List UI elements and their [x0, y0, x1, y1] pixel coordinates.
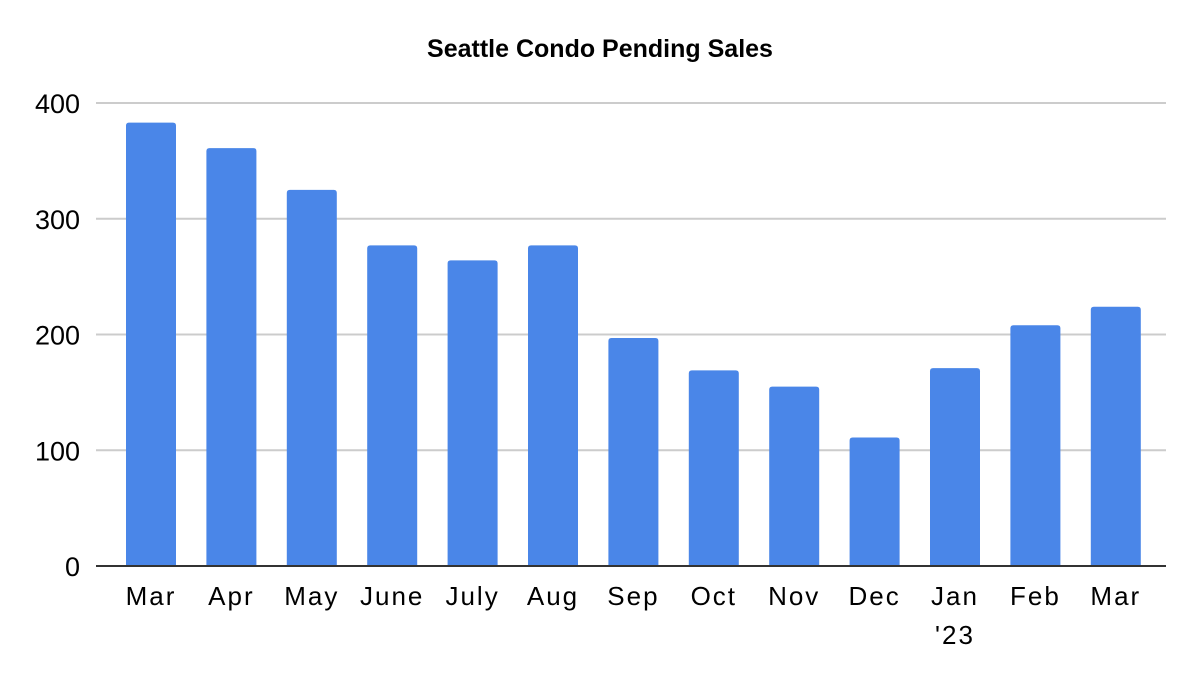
y-tick-label: 200 — [35, 321, 80, 351]
y-axis-ticks: 0 100 200 300 400 — [35, 89, 80, 582]
bar — [608, 337, 659, 566]
x-tick-label: July — [445, 581, 499, 611]
y-tick-label: 300 — [35, 205, 80, 235]
bar — [286, 189, 337, 566]
x-tick-label: May — [284, 581, 339, 611]
y-tick-label: 0 — [65, 552, 80, 582]
bar — [1090, 306, 1141, 566]
y-tick-label: 100 — [35, 436, 80, 466]
bar — [769, 386, 820, 566]
x-tick-label: Oct — [691, 581, 737, 611]
bar — [367, 245, 418, 566]
x-axis-labels: Mar Apr May June July Aug Sep Oct Nov Dec Jan '23 Fe… — [126, 581, 1141, 650]
x-tick-label: Sep — [607, 581, 659, 611]
x-tick-label: Dec — [848, 581, 900, 611]
bar — [528, 245, 578, 566]
bar — [1010, 325, 1061, 566]
x-tick-label: Nov — [768, 581, 820, 611]
x-tick-label: Mar — [126, 581, 177, 611]
x-tick-label: Feb — [1010, 581, 1061, 611]
x-tick-label: Apr — [208, 581, 254, 611]
x-tick-label: June — [360, 581, 424, 611]
bar — [849, 437, 900, 566]
x-tick-label: Jan '23 — [931, 581, 979, 650]
bar — [447, 260, 498, 566]
y-tick-label: 400 — [35, 89, 80, 119]
x-tick-label: Mar — [1090, 581, 1141, 611]
bar — [126, 122, 176, 567]
bars — [126, 122, 1141, 567]
bar — [688, 370, 739, 566]
x-tick-label: Aug — [527, 581, 579, 611]
bar — [206, 148, 257, 566]
bar — [930, 368, 980, 566]
chart-title: Seattle Condo Pending Sales — [427, 35, 773, 63]
